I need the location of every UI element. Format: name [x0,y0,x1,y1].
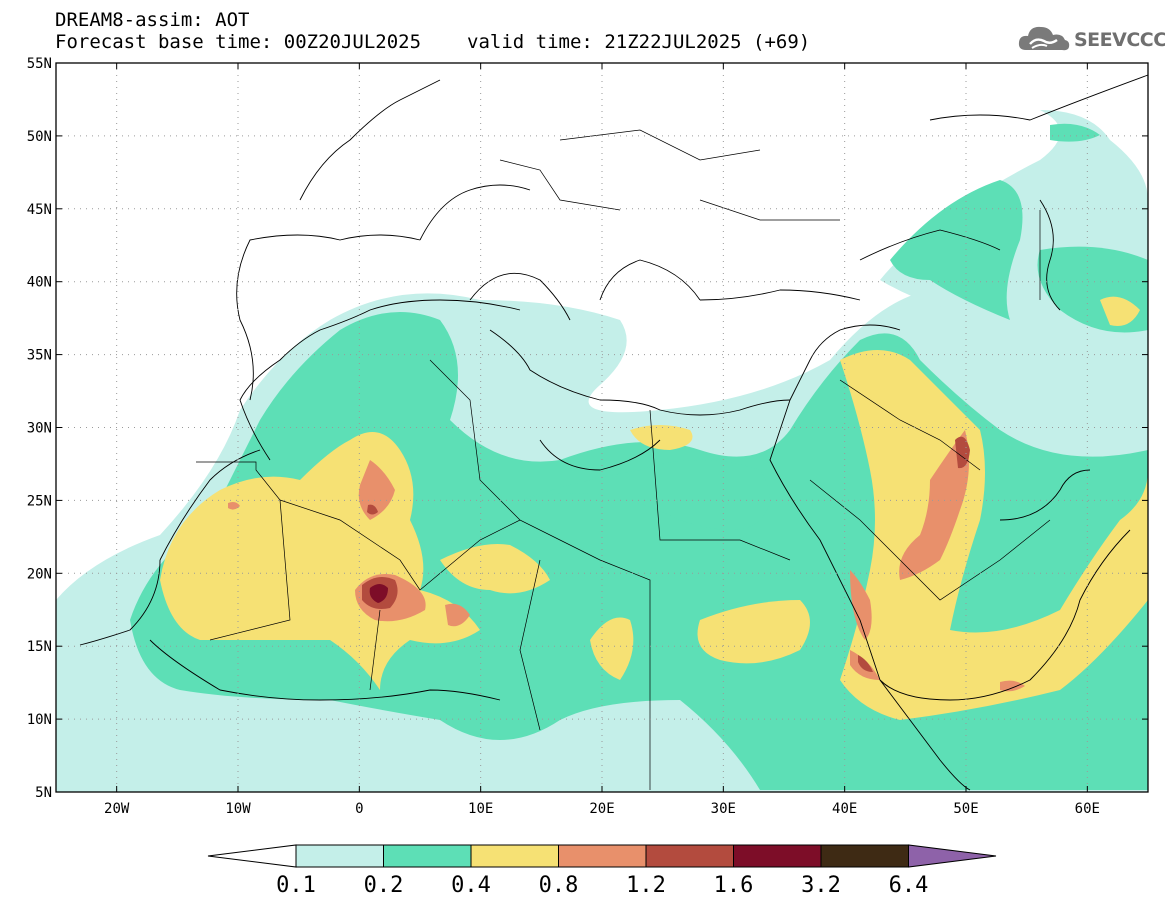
lat-label-30N: 30N [27,421,52,437]
lat-label-10N: 10N [27,712,52,728]
colorbar-tick-3.2: 3.2 [801,873,841,898]
lat-label-55N: 55N [27,56,52,72]
colorbar-tick-1.6: 1.6 [714,873,754,898]
lon-label-50E: 50E [953,801,978,817]
graticule [56,63,1148,792]
lat-label-25N: 25N [27,493,52,509]
longitude-labels: 20W 10W 0 10E 20E 30E 40E 50E 60E [104,801,1100,817]
lon-label-0: 0 [355,801,363,817]
colorbar-segment-2 [383,844,472,868]
colorbar-segment-7 [820,844,909,868]
lat-label-50N: 50N [27,129,52,145]
colorbar-over-triangle [908,844,997,868]
time-info: Forecast base time: 00Z20JUL2025 valid ti… [55,31,810,53]
colorbar-segment-4 [558,844,647,868]
lat-label-40N: 40N [27,275,52,291]
colorbar-under-triangle [207,844,297,868]
cloud-icon [1018,26,1070,51]
lon-label-30E: 30E [711,801,736,817]
map-title: DREAM8-assim: AOT [55,9,250,31]
aot-level-0.4 [160,296,1148,720]
lat-label-20N: 20N [27,566,52,582]
lon-label-20E: 20E [589,801,614,817]
lon-label-40E: 40E [832,801,857,817]
colorbar-tick-labels: 0.1 0.2 0.4 0.8 1.2 1.6 3.2 6.4 [276,873,928,898]
coastlines [79,74,1148,791]
colorbar-segment-3 [470,844,559,868]
colorbar-tick-0.1: 0.1 [276,873,316,898]
lon-label-20W: 20W [104,801,130,817]
latitude-labels: 55N 50N 45N 40N 35N 30N 25N 20N 15N 10N 5N [27,56,52,801]
lat-label-35N: 35N [27,348,52,364]
aot-level-1.2 [362,436,970,672]
colorbar-segment-6 [733,844,822,868]
aot-field [56,110,1148,792]
axis-ticks [56,62,1148,793]
logo-text: SEEVCCC [1074,29,1165,51]
lon-label-10E: 10E [468,801,493,817]
colorbar-segment-1 [295,844,384,868]
lat-label-15N: 15N [27,639,52,655]
lat-label-45N: 45N [27,202,52,218]
lon-label-10W: 10W [225,801,251,817]
colorbar-tick-6.4: 6.4 [889,873,929,898]
lon-label-60E: 60E [1075,801,1100,817]
colorbar-tick-0.8: 0.8 [539,873,579,898]
base-time: Forecast base time: 00Z20JUL2025 [55,31,422,53]
aot-level-1.6 [369,584,388,603]
colorbar [207,844,997,868]
colorbar-tick-0.2: 0.2 [364,873,404,898]
colorbar-segment-5 [645,844,734,868]
lat-label-5N: 5N [35,785,52,801]
valid-time: valid time: 21Z22JUL2025 (+69) [467,31,811,53]
seevccc-logo: SEEVCCC [1016,20,1165,60]
colorbar-tick-1.2: 1.2 [626,873,666,898]
colorbar-tick-0.4: 0.4 [451,873,491,898]
